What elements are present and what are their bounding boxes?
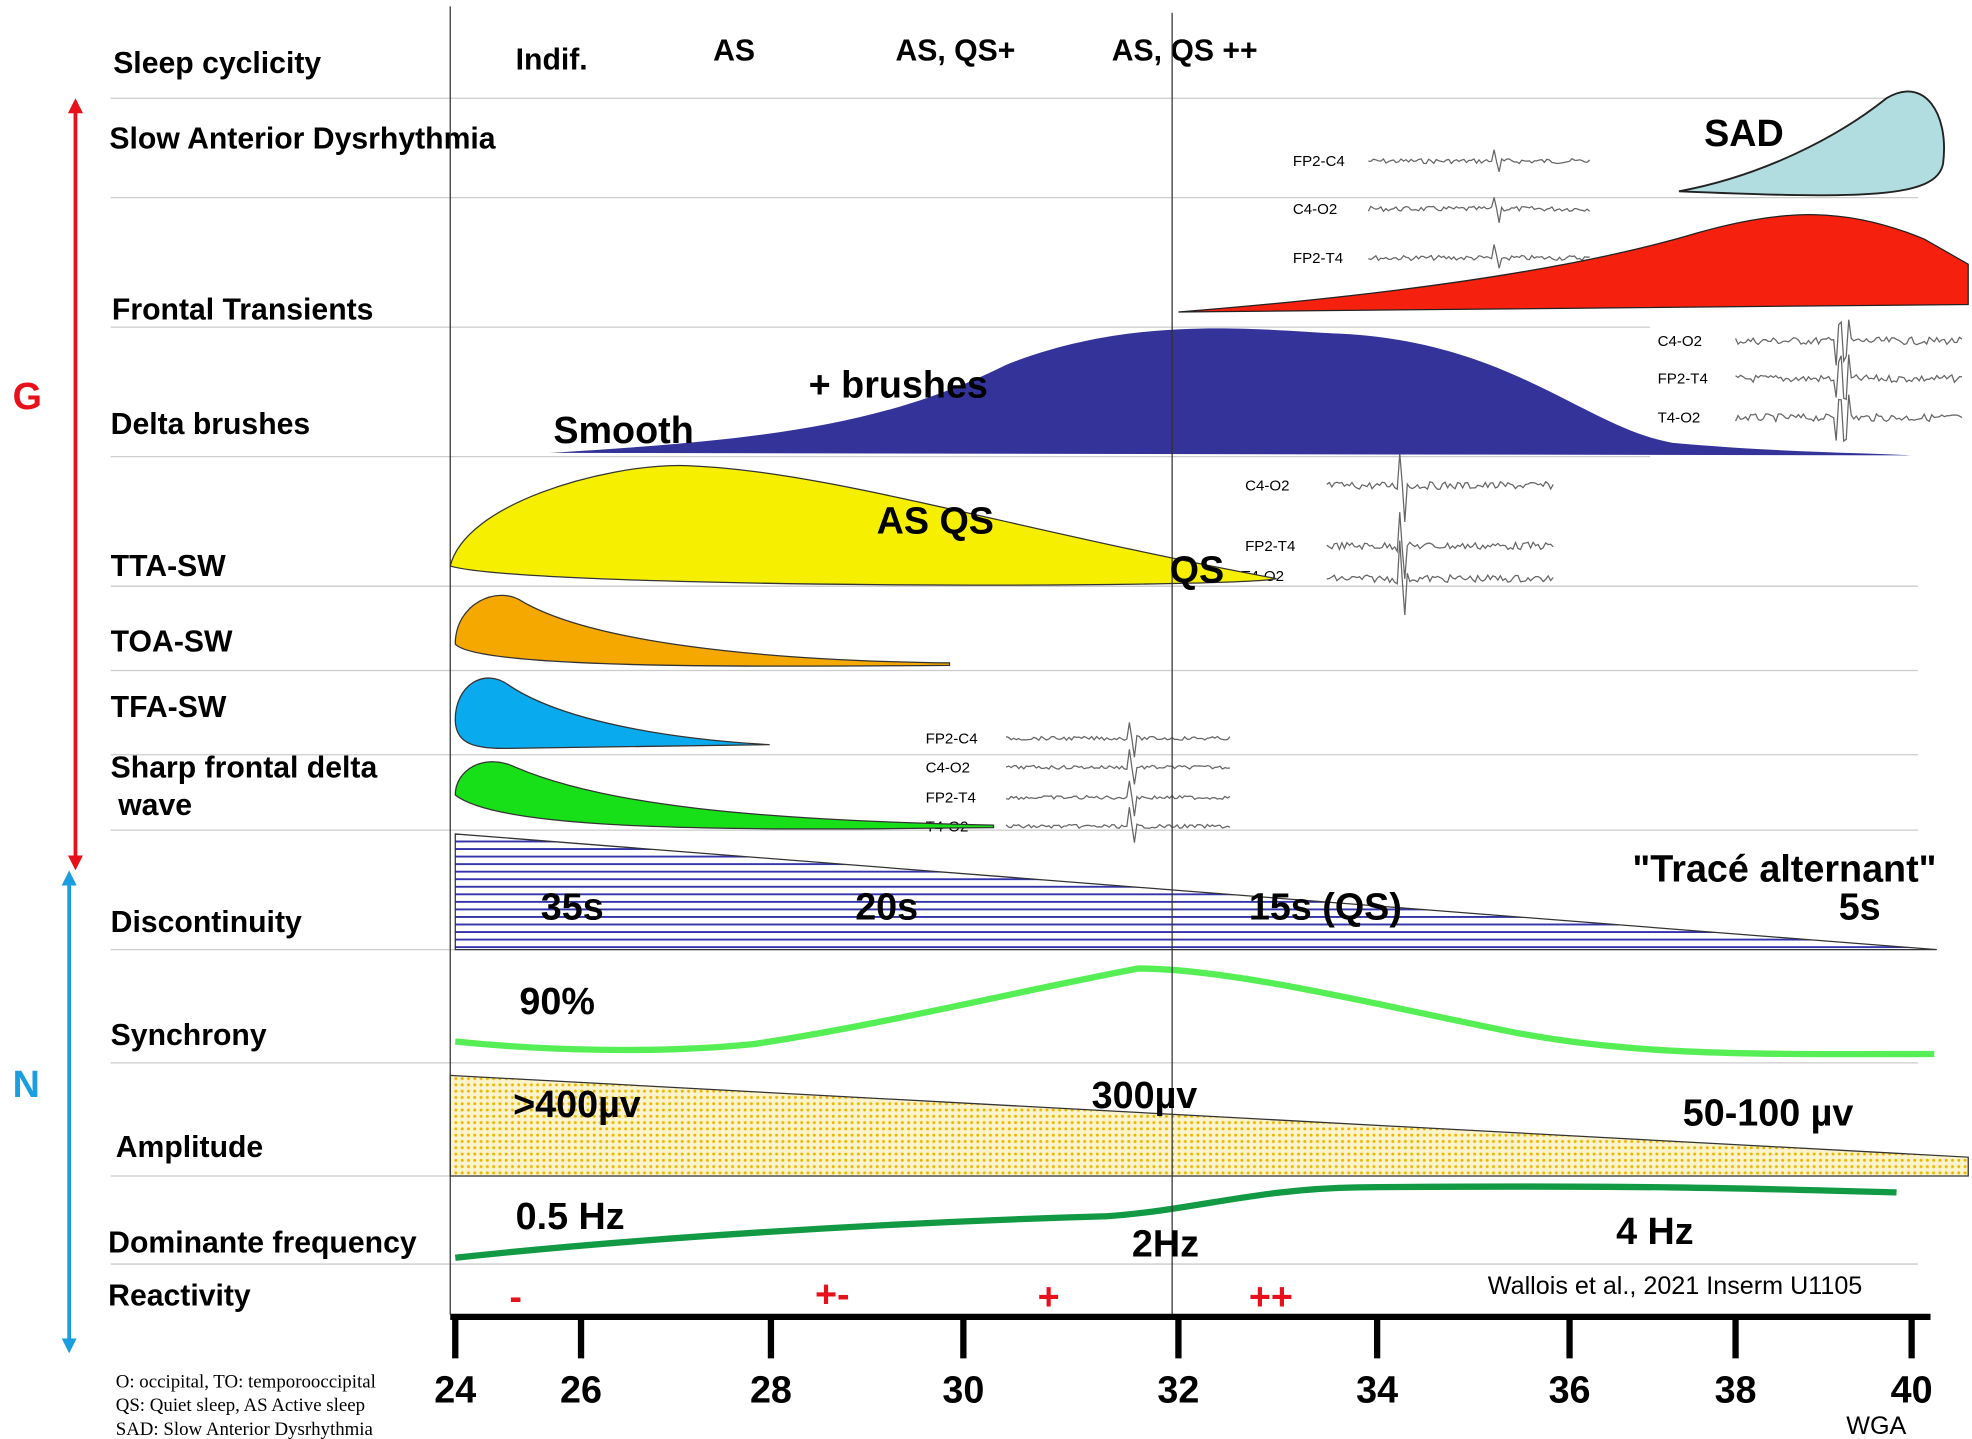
row-label: Sharp frontal delta bbox=[111, 751, 378, 784]
annotation: + brushes bbox=[809, 364, 988, 406]
row-label: TTA-SW bbox=[111, 550, 227, 583]
cyclicity-label: AS, QS ++ bbox=[1112, 34, 1258, 67]
axis-tick-label: 28 bbox=[750, 1368, 792, 1410]
n-label: N bbox=[13, 1063, 40, 1105]
annotation: QS bbox=[1170, 548, 1225, 590]
annotation: 50-100 µv bbox=[1683, 1092, 1854, 1134]
cyclicity-label: AS bbox=[713, 34, 755, 67]
eeg-trace bbox=[1005, 749, 1231, 785]
eeg-trace bbox=[1326, 540, 1554, 616]
annotation: 90% bbox=[519, 980, 594, 1022]
channel-label: FP2-C4 bbox=[926, 730, 978, 747]
frequency-curve bbox=[454, 1183, 1897, 1261]
axis-unit: WGA bbox=[1846, 1412, 1906, 1439]
reactivity-mark: ++ bbox=[1249, 1275, 1293, 1317]
row-label: Slow Anterior Dysrhythmia bbox=[109, 123, 495, 156]
channel-label: FP2-T4 bbox=[1658, 371, 1708, 388]
channel-label: FP2-C4 bbox=[1293, 153, 1345, 170]
eeg-trace bbox=[1368, 149, 1591, 172]
annotation: >400µv bbox=[513, 1083, 641, 1125]
row-label: wave bbox=[117, 789, 192, 822]
channel-label: FP2-T4 bbox=[1245, 538, 1295, 555]
annotation: 2Hz bbox=[1132, 1223, 1199, 1265]
annotation: 5s bbox=[1839, 885, 1881, 927]
reactivity-mark: +- bbox=[815, 1273, 850, 1315]
eeg-trace bbox=[1734, 394, 1963, 443]
row-label: Delta brushes bbox=[111, 408, 311, 441]
discontinuity-shape bbox=[454, 833, 1937, 951]
axis-tick-label: 26 bbox=[560, 1368, 602, 1410]
channel-label: FP2-T4 bbox=[1293, 250, 1343, 267]
eeg-trace bbox=[1005, 722, 1231, 758]
axis: 24 26 28 30 32 34 36 38 40 bbox=[434, 1314, 1933, 1410]
eeg-insets: FP2-C4 C4-O2 FP2-T4 C4-O2 FP2-T4 T4-O2 C… bbox=[926, 149, 1972, 843]
toa-sw-shape bbox=[454, 594, 951, 667]
annotation: AS QS bbox=[877, 499, 994, 541]
row-label: Dominante frequency bbox=[108, 1227, 417, 1260]
reactivity-mark: - bbox=[509, 1275, 522, 1317]
annotation: 15s (QS) bbox=[1249, 885, 1402, 927]
annotation: "Tracé alternant" bbox=[1632, 848, 1936, 890]
row-label: TFA-SW bbox=[111, 691, 227, 724]
annotation: 0.5 Hz bbox=[516, 1195, 625, 1237]
channel-label: C4-O2 bbox=[1658, 333, 1702, 350]
eeg-trace bbox=[1368, 244, 1590, 269]
annotation: 300µv bbox=[1092, 1074, 1198, 1116]
sharp-frontal-shape bbox=[454, 761, 995, 830]
eeg-trace bbox=[1367, 197, 1591, 223]
eeg-trace bbox=[1005, 807, 1231, 843]
axis-tick-label: 24 bbox=[434, 1368, 476, 1410]
footnote: SAD: Slow Anterior Dysrhythmia bbox=[116, 1419, 374, 1439]
annotation: 20s bbox=[855, 885, 918, 927]
eeg-trace bbox=[1734, 319, 1963, 366]
frontal-transients-shape bbox=[1178, 214, 1969, 313]
sad-label: SAD bbox=[1704, 112, 1784, 154]
axis-tick-label: 32 bbox=[1157, 1368, 1199, 1410]
channel-label: T4-O2 bbox=[1658, 410, 1701, 427]
synchrony-curve bbox=[454, 965, 1935, 1058]
channel-label: C4-O2 bbox=[1293, 201, 1337, 218]
eeg-trace bbox=[1735, 354, 1962, 401]
axis-tick-label: 36 bbox=[1549, 1368, 1591, 1410]
row-label: Frontal Transients bbox=[112, 294, 374, 327]
annotation: Smooth bbox=[553, 409, 693, 451]
axis-tick-label: 38 bbox=[1715, 1368, 1757, 1410]
annotation: 4 Hz bbox=[1616, 1210, 1694, 1252]
eeg-trace bbox=[1326, 453, 1554, 522]
eeg-trace bbox=[1326, 512, 1554, 579]
row-label: TOA-SW bbox=[111, 626, 233, 659]
annotation: 35s bbox=[541, 885, 604, 927]
axis-tick-label: 30 bbox=[942, 1368, 984, 1410]
cyclicity-label: AS, QS+ bbox=[895, 34, 1015, 67]
axis-tick-label: 34 bbox=[1356, 1368, 1398, 1410]
channel-label: C4-O2 bbox=[1245, 478, 1289, 495]
g-label: G bbox=[13, 375, 42, 417]
reactivity-mark: + bbox=[1038, 1275, 1060, 1317]
row-labels: Sleep cyclicity Slow Anterior Dysrhythmi… bbox=[108, 47, 496, 1313]
footnote: QS: Quiet sleep, AS Active sleep bbox=[116, 1395, 365, 1416]
footnote: O: occipital, TO: temporooccipital bbox=[116, 1371, 376, 1392]
row-label: Amplitude bbox=[116, 1131, 264, 1164]
channel-label: C4-O2 bbox=[926, 759, 970, 776]
channel-label: FP2-T4 bbox=[926, 790, 976, 807]
cyclicity-label: Indif. bbox=[516, 43, 588, 76]
inset-bg bbox=[1650, 312, 1972, 461]
eeg-trace bbox=[1005, 780, 1231, 817]
sad-shape bbox=[1678, 90, 1945, 197]
tta-sw-shape bbox=[449, 464, 1277, 586]
delta-brushes-shape bbox=[549, 328, 1912, 456]
row-label: Synchrony bbox=[111, 1019, 267, 1052]
axis-tick-label: 40 bbox=[1891, 1368, 1933, 1410]
credit: Wallois et al., 2021 Inserm U1105 bbox=[1488, 1272, 1863, 1300]
row-label: Discontinuity bbox=[111, 906, 302, 939]
row-label: Sleep cyclicity bbox=[113, 47, 321, 80]
tfa-sw-shape bbox=[454, 677, 770, 750]
row-label: Reactivity bbox=[108, 1280, 251, 1313]
